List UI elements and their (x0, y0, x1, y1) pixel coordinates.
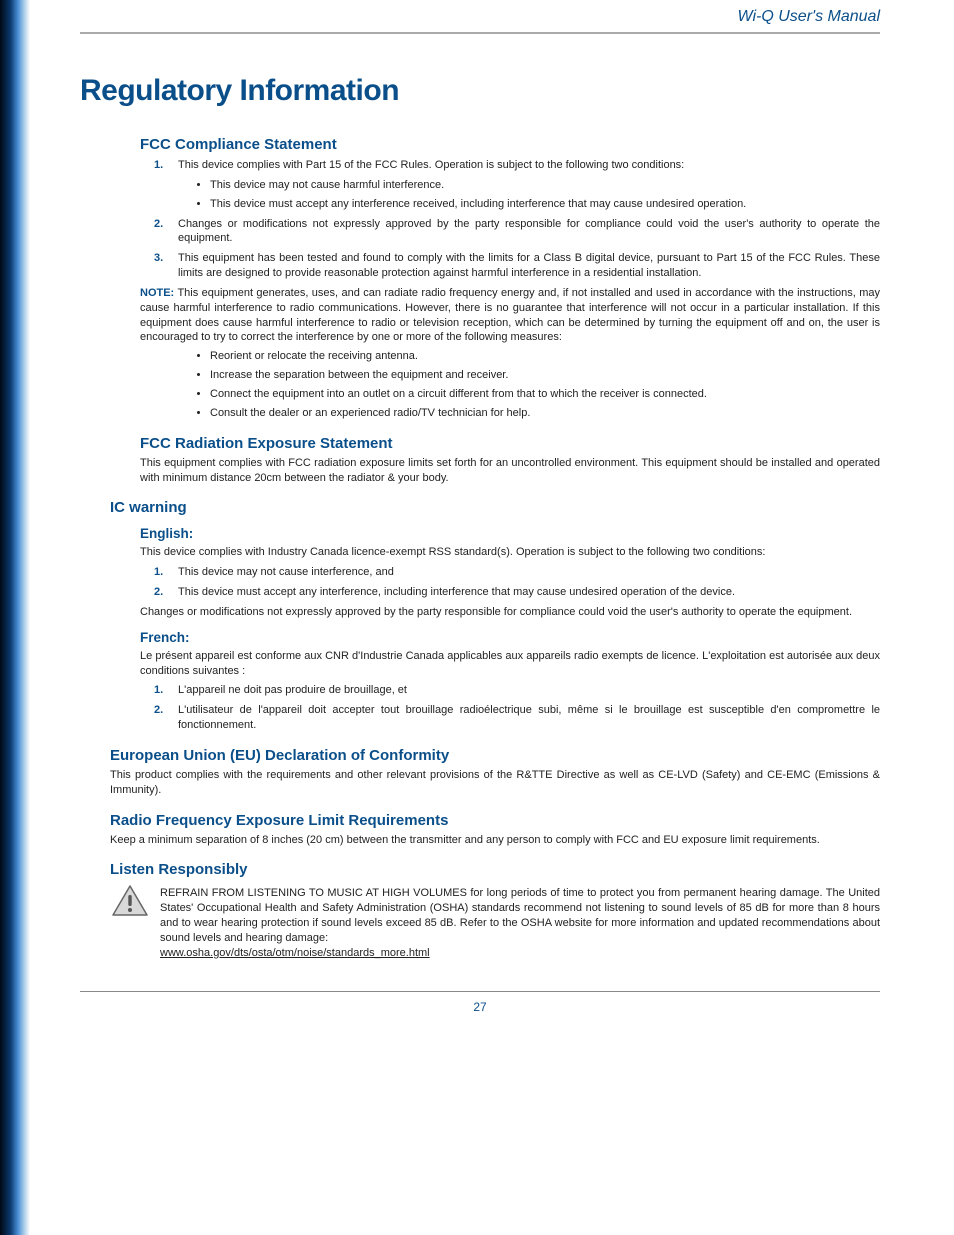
fcc-item-1: 1.This device complies with Part 15 of t… (140, 158, 880, 173)
osha-link[interactable]: www.osha.gov/dts/osta/otm/noise/standard… (160, 947, 430, 959)
page-content: Wi-Q User's Manual Regulatory Informatio… (80, 30, 880, 1014)
ic-en-item-2: 2.This device must accept any interferen… (140, 585, 880, 600)
ic-fr-item-2: 2.L'utilisateur de l'appareil doit accep… (140, 703, 880, 733)
fcc-note: NOTE: This equipment generates, uses, an… (140, 286, 880, 345)
list-item: Connect the equipment into an outlet on … (210, 387, 880, 402)
ic-warning-heading: IC warning (110, 499, 880, 516)
ic-french-heading: French: (140, 630, 880, 645)
page-title: Regulatory Information (80, 74, 880, 108)
rf-body: Keep a minimum separation of 8 inches (2… (110, 833, 880, 848)
header-rule (80, 32, 880, 34)
fcc-radiation-body: This equipment complies with FCC radiati… (140, 456, 880, 486)
footer-rule (80, 991, 880, 992)
list-item: This device must accept any interference… (210, 197, 880, 212)
ic-english-tail: Changes or modifications not expressly a… (140, 605, 880, 620)
fcc-compliance-heading: FCC Compliance Statement (140, 136, 880, 153)
rf-heading: Radio Frequency Exposure Limit Requireme… (110, 812, 880, 829)
manual-title: Wi-Q User's Manual (728, 8, 881, 26)
ic-english-lead: This device complies with Industry Canad… (140, 545, 880, 560)
warning-triangle-icon (110, 882, 150, 964)
list-item: Reorient or relocate the receiving anten… (210, 349, 880, 364)
ic-fr-item-1: 1.L'appareil ne doit pas produire de bro… (140, 683, 880, 698)
listen-body: REFRAIN FROM LISTENING TO MUSIC AT HIGH … (160, 886, 880, 960)
ic-french-lead: Le présent appareil est conforme aux CNR… (140, 649, 880, 679)
eu-heading: European Union (EU) Declaration of Confo… (110, 747, 880, 764)
fcc-item-2: 2.Changes or modifications not expressly… (140, 217, 880, 247)
list-item: Consult the dealer or an experienced rad… (210, 406, 880, 421)
left-edge-gradient (0, 0, 30, 1235)
fcc-radiation-heading: FCC Radiation Exposure Statement (140, 435, 880, 452)
eu-body: This product complies with the requireme… (110, 768, 880, 798)
list-item: Increase the separation between the equi… (210, 368, 880, 383)
fcc-item-3: 3.This equipment has been tested and fou… (140, 251, 880, 281)
list-item: This device may not cause harmful interf… (210, 178, 880, 193)
ic-en-item-1: 1.This device may not cause interference… (140, 565, 880, 580)
page-number: 27 (80, 1000, 880, 1014)
ic-english-heading: English: (140, 526, 880, 541)
listen-heading: Listen Responsibly (110, 861, 880, 878)
